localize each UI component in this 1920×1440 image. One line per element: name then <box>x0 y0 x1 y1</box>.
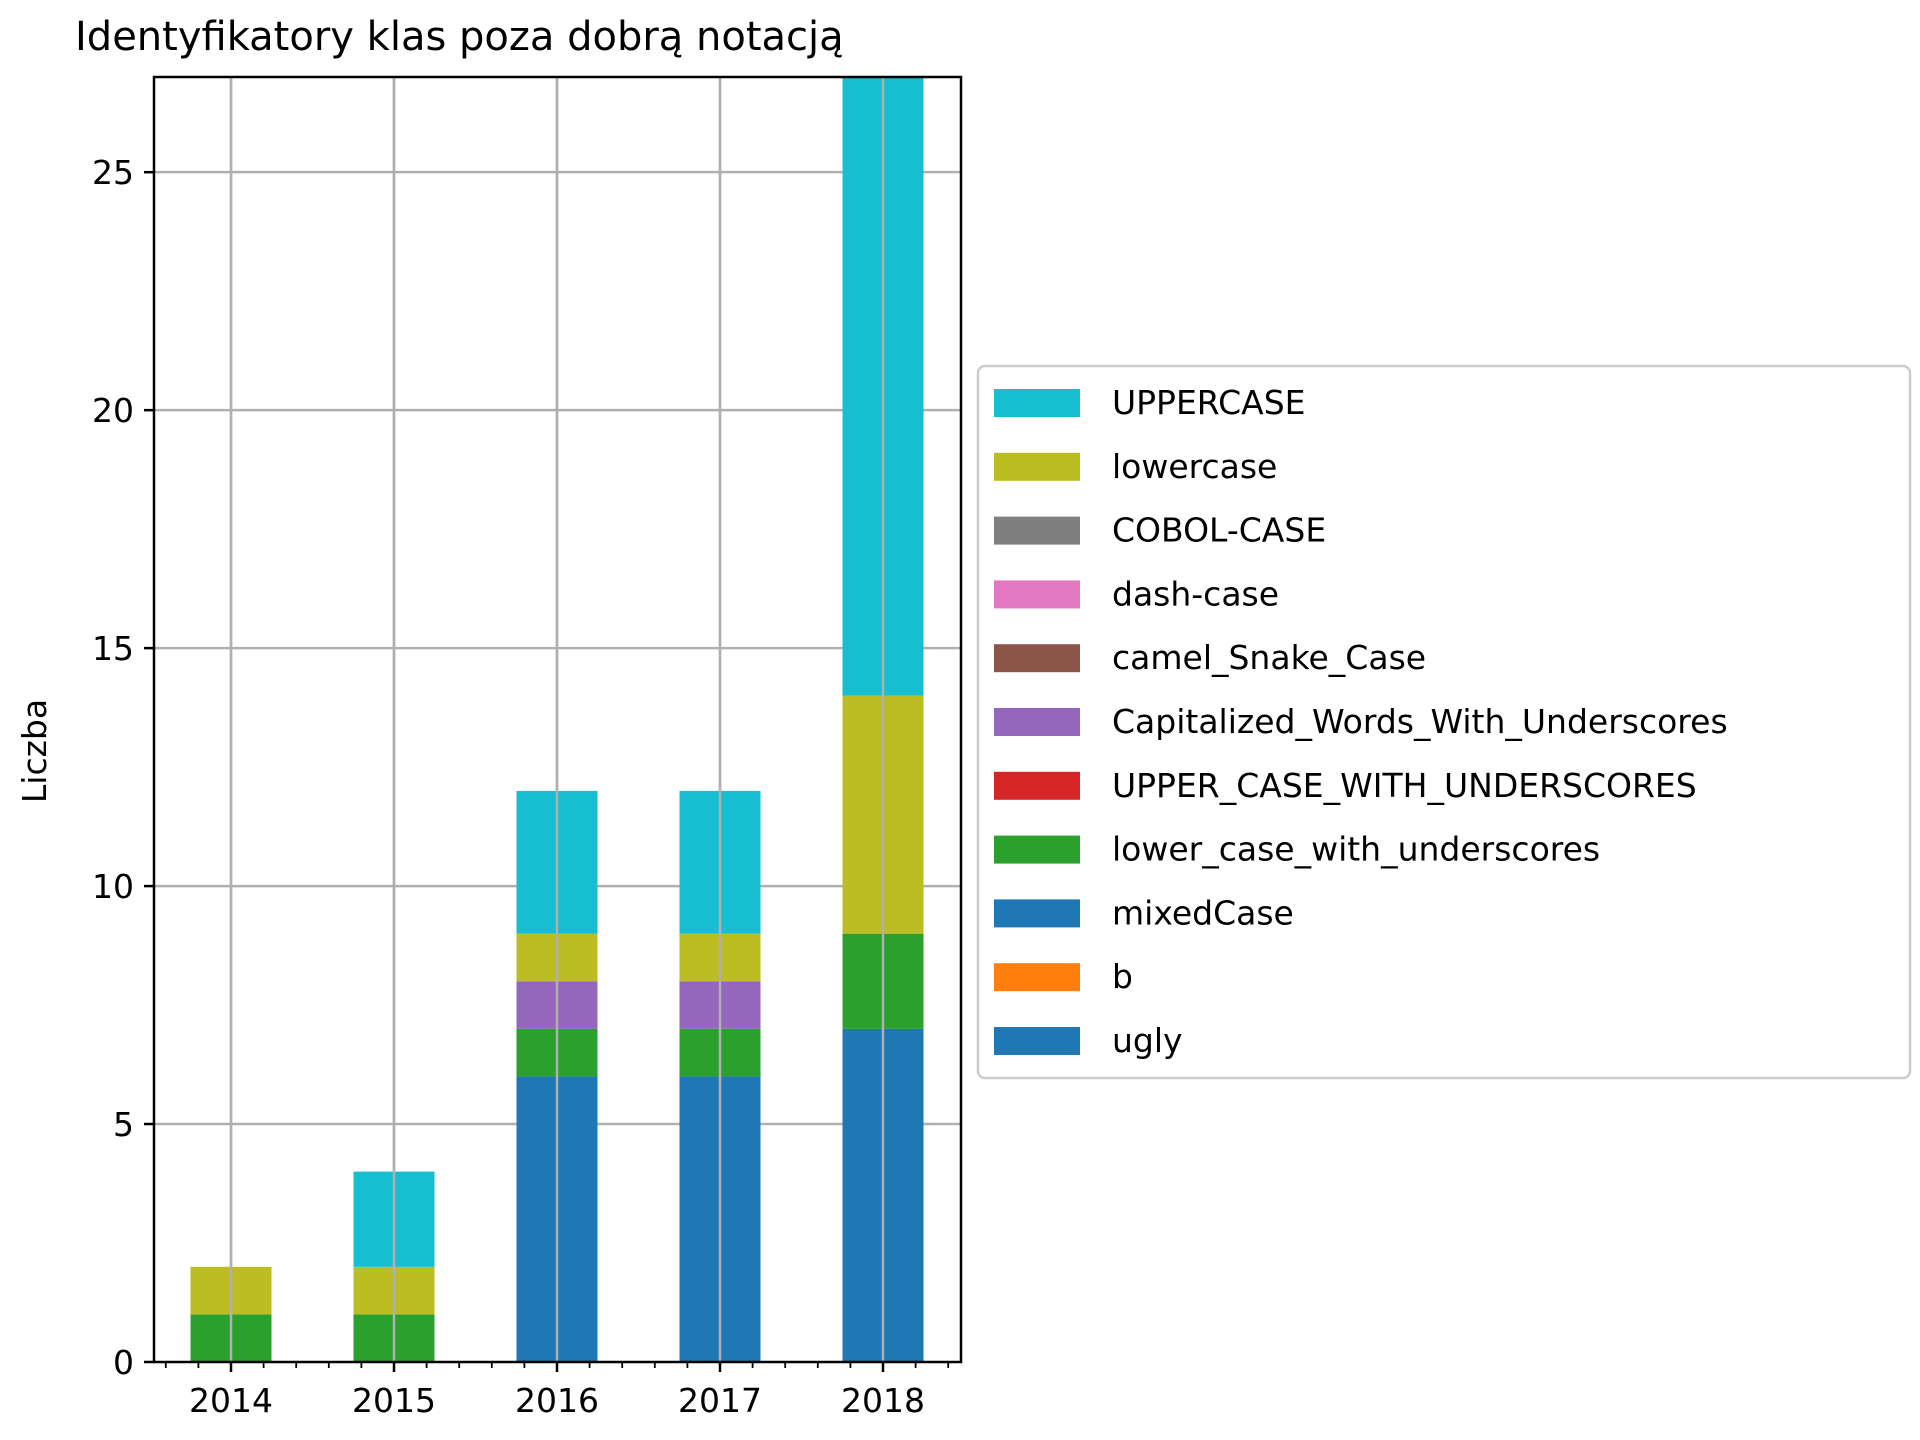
axes-layer: 0 5 10 15 20 25 2014 2015 2016 2017 2018 <box>92 75 963 1420</box>
legend-label-camel-snake-case: camel_Snake_Case <box>1112 638 1426 677</box>
legend-label-upper-case-with-underscores: UPPER_CASE_WITH_UNDERSCORES <box>1112 766 1697 805</box>
legend-label-mixedcase: mixedCase <box>1112 893 1294 932</box>
x-tick-label-2016: 2016 <box>515 1381 599 1420</box>
legend-label-b: b <box>1112 957 1133 996</box>
legend-label-ugly: ugly <box>1112 1021 1183 1060</box>
legend-label-capitalized-words-with-underscores: Capitalized_Words_With_Underscores <box>1112 702 1728 741</box>
legend-swatch-lowercase <box>994 452 1080 481</box>
legend-frame <box>976 364 1912 1080</box>
legend-label-lowercase: lowercase <box>1112 447 1277 486</box>
legend-label-cobol-case: COBOL-CASE <box>1112 511 1326 550</box>
x-tick-label-2015: 2015 <box>352 1381 436 1420</box>
y-tick-label-20: 20 <box>92 391 134 430</box>
y-axis-label: Liczba <box>15 699 54 803</box>
legend-swatch-camel-snake-case <box>994 644 1080 673</box>
x-tick-label-2017: 2017 <box>678 1381 762 1420</box>
legend-swatch-b <box>994 963 1080 992</box>
legend-label-dash-case: dash-case <box>1112 574 1279 613</box>
legend-label-lower-case-with-underscores: lower_case_with_underscores <box>1112 830 1600 869</box>
x-tick-label-2014: 2014 <box>189 1381 273 1420</box>
y-tick-label-10: 10 <box>92 867 134 906</box>
legend-swatch-capitalized-words-with-underscores <box>994 708 1080 736</box>
legend-label-uppercase: UPPERCASE <box>1112 383 1306 422</box>
y-tick-label-0: 0 <box>113 1343 134 1382</box>
legend-swatch-lower-case-with-underscores <box>994 835 1080 864</box>
legend-swatch-uppercase <box>994 389 1080 417</box>
legend-swatch-mixedcase <box>994 899 1080 928</box>
legend-swatch-upper-case-with-underscores <box>994 771 1080 800</box>
legend-swatch-cobol-case <box>994 516 1080 545</box>
bars-layer <box>190 77 924 1362</box>
x-tick-label-2018: 2018 <box>841 1381 925 1420</box>
legend-swatch-dash-case <box>994 580 1080 609</box>
legend-swatch-ugly <box>994 1027 1080 1055</box>
legend: UPPERCASE lowercase COBOL-CASE dash-case cam… <box>976 364 1912 1080</box>
chart-title: Identyfikatory klas poza dobrą notacją <box>75 14 844 60</box>
y-tick-label-5: 5 <box>113 1105 134 1144</box>
y-tick-label-15: 15 <box>92 629 134 668</box>
y-tick-label-25: 25 <box>92 153 134 192</box>
